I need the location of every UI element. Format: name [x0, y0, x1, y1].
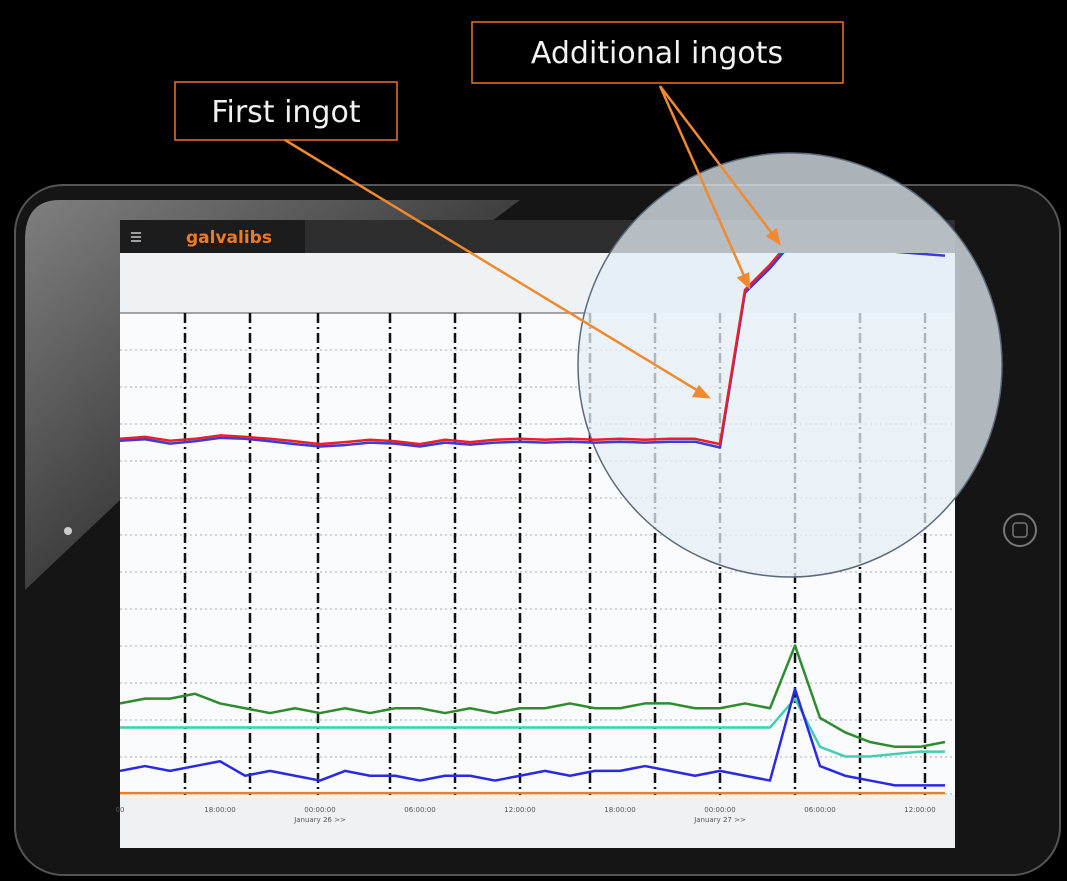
x-axis: 00 18:00:00 00:00:00 January 26 >> 06:00:00 1…: [116, 806, 936, 824]
app-name: galvalibs: [186, 228, 272, 248]
x-tick-label: 06:00:00: [404, 806, 435, 814]
annotation: Additional ingots: [531, 36, 783, 71]
app-brand-bar: [120, 220, 305, 253]
annotation: First ingot: [211, 95, 360, 130]
home-icon: [1012, 522, 1028, 538]
x-tick-label: 00:00:00: [704, 806, 735, 814]
x-tick-label: 06:00:00: [804, 806, 835, 814]
home-button[interactable]: [1003, 513, 1037, 547]
series-group: [120, 253, 946, 795]
x-tick-label: 00: [116, 806, 125, 814]
magnifier: [577, 152, 1003, 578]
camera: [64, 527, 72, 535]
menu-icon[interactable]: [131, 232, 141, 242]
x-tick-label: 12:00:00: [904, 806, 935, 814]
x-tick-sublabel: January 26 >>: [293, 816, 346, 824]
annotation-box: [174, 81, 398, 141]
x-tick-label: 18:00:00: [204, 806, 235, 814]
series-line: [120, 697, 945, 758]
annotation-arrows: [284, 85, 781, 399]
x-tick-label: 00:00:00: [304, 806, 335, 814]
series-line: [120, 253, 945, 446]
x-tick-sublabel: January 27 >>: [693, 816, 746, 824]
x-tick-label: 12:00:00: [504, 806, 535, 814]
x-tick-label: 18:00:00: [604, 806, 635, 814]
series-line: [120, 253, 946, 449]
series-line: [120, 687, 945, 787]
annotation-box: [471, 21, 844, 84]
series-line: [120, 644, 946, 749]
